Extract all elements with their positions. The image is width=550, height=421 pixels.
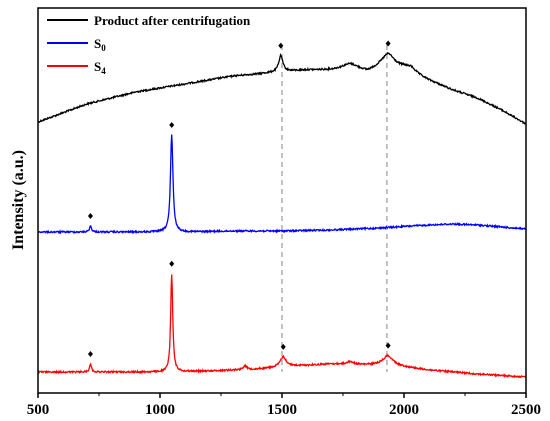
peak-markers xyxy=(87,40,391,357)
x-tick-label-3: 2000 xyxy=(389,402,419,418)
y-axis-title: Intensity (a.u.) xyxy=(10,150,27,250)
legend: Product after centrifugation S0 S4 xyxy=(47,13,251,76)
legend-item-s4: S4 xyxy=(47,59,106,76)
legend-item-product: Product after centrifugation xyxy=(47,13,251,28)
x-tick-label-1: 1000 xyxy=(145,402,175,418)
legend-label-s0: S0 xyxy=(94,36,106,53)
peak-marker-s4-1 xyxy=(169,260,175,267)
peak-marker-s4-0 xyxy=(87,350,93,357)
peak-marker-product-0 xyxy=(278,42,284,49)
x-tick-label-0: 500 xyxy=(27,402,50,418)
x-tick-label-2: 1500 xyxy=(267,402,297,418)
peak-marker-s0-0 xyxy=(87,212,93,219)
series-line-s4 xyxy=(37,274,526,379)
peak-marker-s4-3 xyxy=(385,342,391,349)
series-line-product xyxy=(37,52,527,125)
series-line-s0 xyxy=(37,134,527,235)
x-tick-label-4: 2500 xyxy=(511,402,541,418)
legend-item-s0: S0 xyxy=(47,36,106,53)
peak-marker-product-1 xyxy=(385,40,391,47)
peak-marker-s0-1 xyxy=(169,121,175,128)
legend-label-s4: S4 xyxy=(94,59,106,76)
legend-label-product: Product after centrifugation xyxy=(94,13,251,28)
peak-marker-s4-2 xyxy=(280,343,286,350)
x-axis-ticks: 500 1000 1500 2000 2500 xyxy=(27,393,541,418)
reference-lines xyxy=(281,45,388,372)
series-lines xyxy=(37,52,527,379)
